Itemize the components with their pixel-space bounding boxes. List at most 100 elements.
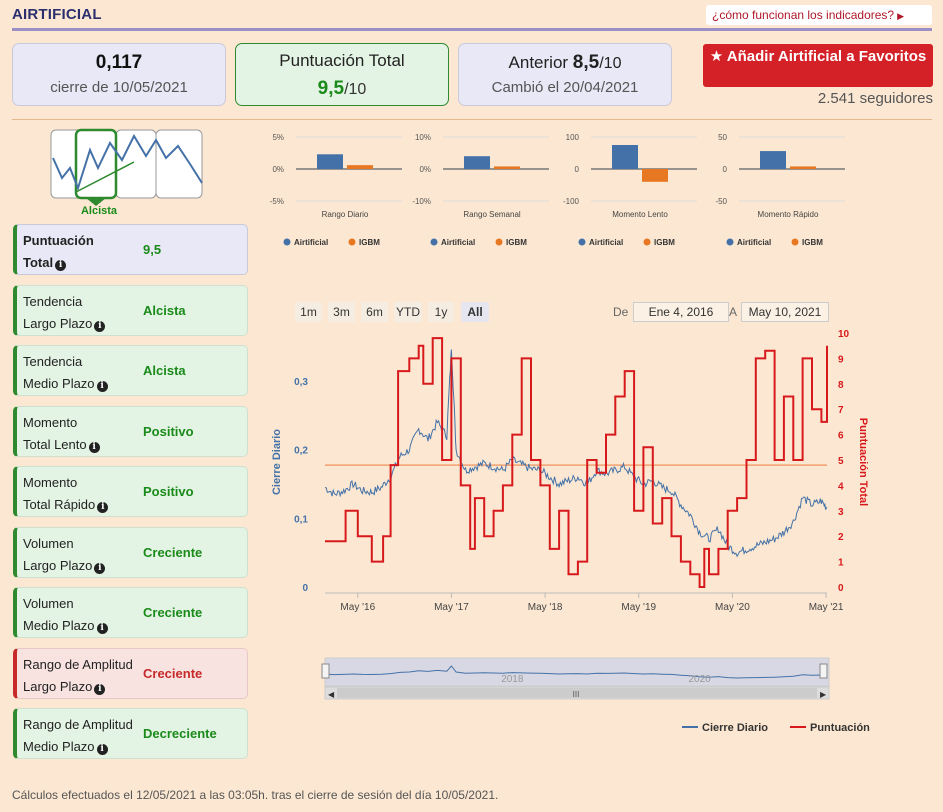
info-icon[interactable]: i bbox=[96, 623, 108, 634]
total-score-card: Puntuación Total 9,5/10 bbox=[235, 43, 449, 106]
right-axis-tick: 8 bbox=[838, 380, 844, 391]
right-axis-tick: 3 bbox=[838, 507, 844, 518]
legend-dot-icon bbox=[791, 238, 799, 246]
mini-chart-bar bbox=[612, 145, 638, 169]
x-axis-tick: May '18 bbox=[528, 602, 563, 613]
price-card: 0,117 cierre de 10/05/2021 bbox=[12, 43, 226, 106]
total-score-value: 9,5 bbox=[317, 78, 345, 99]
indicator-name-line2: Medio Plazo bbox=[23, 739, 95, 754]
info-icon[interactable]: i bbox=[96, 381, 108, 392]
info-icon[interactable]: i bbox=[94, 683, 106, 695]
date-from-label: De bbox=[613, 305, 629, 319]
mini-legend-igbm: IGBM bbox=[359, 238, 380, 247]
range-button-ytd[interactable]: YTD bbox=[394, 302, 422, 322]
navigator-handle[interactable] bbox=[819, 663, 828, 679]
legend-puntuacion[interactable]: Puntuación bbox=[810, 722, 870, 734]
legend-dot-icon bbox=[495, 238, 503, 246]
right-axis-tick: 5 bbox=[838, 456, 844, 467]
navigator-label: 2018 bbox=[501, 674, 524, 685]
info-icon[interactable]: i bbox=[94, 320, 106, 332]
mini-chart-tick: 50 bbox=[718, 133, 727, 142]
trend-thumbnail-icon bbox=[50, 128, 203, 206]
right-axis-tick: 1 bbox=[838, 558, 844, 569]
indicator-value: Alcista bbox=[143, 363, 186, 378]
mini-chart-bar bbox=[464, 156, 490, 169]
indicator-value: Positivo bbox=[143, 423, 194, 439]
info-icon[interactable]: i bbox=[55, 260, 67, 271]
legend-dot-icon bbox=[430, 238, 438, 246]
mini-chart-tick: 0 bbox=[575, 165, 580, 174]
indicator-name-line1: Tendencia bbox=[23, 354, 83, 369]
indicator-name-line1: Rango de Amplitud bbox=[23, 656, 133, 672]
legend-dot-icon bbox=[726, 238, 734, 246]
mini-chart-xlabel: Momento Rápido bbox=[758, 210, 819, 219]
info-icon[interactable]: i bbox=[96, 744, 108, 755]
previous-score-card: Anterior 8,5/10 Cambió el 20/04/2021 bbox=[458, 43, 672, 106]
price-caption: cierre de 10/05/2021 bbox=[50, 79, 188, 96]
mini-chart-tick: -100 bbox=[563, 197, 580, 206]
range-button-1y[interactable]: 1y bbox=[428, 302, 454, 322]
indicator-name-line1: Momento bbox=[23, 414, 78, 430]
indicator-name: Momento Total Lento i bbox=[23, 412, 100, 456]
mini-chart-xlabel: Rango Semanal bbox=[463, 210, 521, 219]
indicator-card[interactable]: Tendencia Medio Plazo i Alcista bbox=[13, 345, 248, 396]
range-button-6m[interactable]: 6m bbox=[361, 302, 388, 322]
navigator-handle[interactable] bbox=[321, 663, 330, 679]
score-series-line bbox=[325, 337, 828, 588]
indicator-value: Decreciente bbox=[143, 726, 217, 741]
indicator-card[interactable]: Rango de Amplitud Largo Plazo i Creciente bbox=[13, 647, 248, 699]
x-axis-tick: May '19 bbox=[621, 602, 656, 613]
right-axis-tick: 2 bbox=[838, 532, 844, 543]
indicator-card[interactable]: Momento Total Lento i Positivo bbox=[13, 405, 248, 457]
indicator-card[interactable]: Momento Total Rápido i Positivo bbox=[13, 466, 248, 517]
help-indicators-link[interactable]: ¿cómo funcionan los indicadores? ▶ bbox=[706, 5, 932, 25]
previous-label: Anterior bbox=[508, 53, 569, 72]
indicator-name: Momento Total Rápido i bbox=[23, 472, 109, 516]
indicator-card[interactable]: Rango de Amplitud Medio Plazo i Decreciente bbox=[13, 708, 248, 759]
indicator-card[interactable]: Volumen Medio Plazo i Creciente bbox=[13, 587, 248, 638]
mini-chart-2: 100 0 -100 Momento Lento Airtificial IGBM bbox=[563, 133, 697, 247]
right-axis-tick: 9 bbox=[838, 354, 844, 365]
scroll-right-icon[interactable]: ▶ bbox=[820, 690, 827, 699]
indicator-name: Rango de Amplitud Medio Plazo i bbox=[23, 714, 133, 758]
indicator-name-line2: Medio Plazo bbox=[23, 376, 95, 391]
indicator-name-line2: Total Lento bbox=[23, 436, 87, 452]
mini-legend-airtificial: Airtificial bbox=[737, 238, 771, 247]
info-icon[interactable]: i bbox=[94, 562, 106, 574]
legend-dot-icon bbox=[348, 238, 356, 246]
right-axis-tick: 6 bbox=[838, 431, 844, 442]
total-score-label: Puntuación Total bbox=[279, 51, 405, 70]
mini-chart-tick: 10% bbox=[415, 133, 431, 142]
mini-chart-tick: 0% bbox=[419, 165, 431, 174]
indicator-name: Volumen Largo Plazo i bbox=[23, 533, 106, 577]
mini-chart-tick: -50 bbox=[715, 197, 727, 206]
scrollbar-thumb[interactable] bbox=[337, 688, 817, 698]
range-button-3m[interactable]: 3m bbox=[328, 302, 355, 322]
mini-chart-xlabel: Momento Lento bbox=[612, 210, 668, 219]
range-button-all[interactable]: All bbox=[461, 302, 489, 322]
price-series-line bbox=[324, 349, 828, 558]
indicator-name-line2: Medio Plazo bbox=[23, 618, 95, 633]
mini-chart-tick: 100 bbox=[566, 133, 580, 142]
mini-chart-tick: 5% bbox=[272, 133, 284, 142]
mini-legend-airtificial: Airtificial bbox=[441, 238, 475, 247]
scrollbar-grip-icon: III bbox=[573, 690, 580, 699]
indicator-card[interactable]: Volumen Largo Plazo i Creciente bbox=[13, 526, 248, 578]
indicator-card[interactable]: Puntuación Total i 9,5 bbox=[13, 224, 248, 275]
mini-chart-xlabel: Rango Diario bbox=[322, 210, 369, 219]
price-value: 0,117 bbox=[95, 52, 143, 73]
left-axis-tick: 0,3 bbox=[294, 377, 308, 388]
date-to-input[interactable] bbox=[741, 302, 829, 322]
legend-cierre-diario[interactable]: Cierre Diario bbox=[702, 722, 768, 734]
right-axis-title: Puntuación Total bbox=[857, 418, 869, 506]
range-button-1m[interactable]: 1m bbox=[295, 302, 322, 322]
scroll-left-icon[interactable]: ◀ bbox=[328, 690, 335, 699]
info-icon[interactable]: i bbox=[97, 502, 109, 513]
right-axis-tick: 0 bbox=[838, 583, 844, 594]
indicator-name-line2: Total Rápido bbox=[23, 497, 96, 512]
info-icon[interactable]: i bbox=[88, 441, 100, 453]
date-from-input[interactable] bbox=[633, 302, 729, 322]
add-favorite-button[interactable]: ★ Añadir Airtificial a Favoritos bbox=[703, 44, 933, 87]
chevron-right-icon: ▶ bbox=[897, 11, 905, 21]
indicator-card[interactable]: Tendencia Largo Plazo i Alcista bbox=[13, 284, 248, 336]
